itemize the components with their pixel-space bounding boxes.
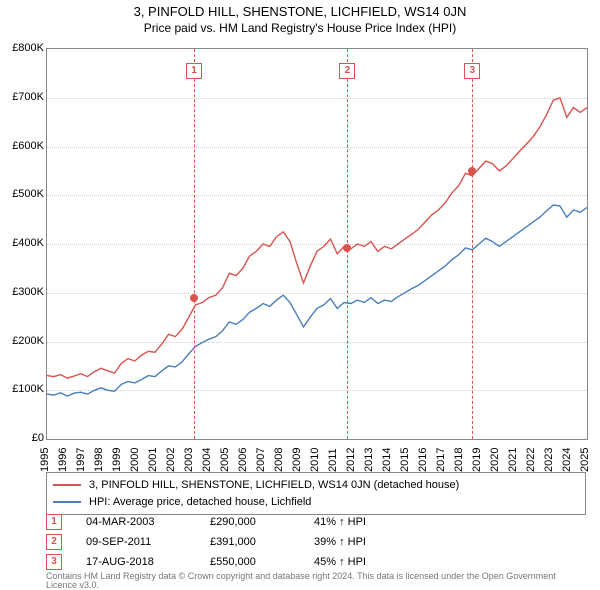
xtick-label: 2013 bbox=[363, 448, 375, 472]
legend-swatch bbox=[53, 501, 81, 503]
ytick-label: £800K bbox=[2, 42, 44, 54]
xtick-label: 2003 bbox=[183, 448, 195, 472]
marker-dot bbox=[468, 167, 476, 175]
xtick-label: 2002 bbox=[165, 448, 177, 472]
legend-label: HPI: Average price, detached house, Lich… bbox=[89, 494, 311, 511]
legend-row: HPI: Average price, detached house, Lich… bbox=[53, 494, 579, 511]
root: 3, PINFOLD HILL, SHENSTONE, LICHFIELD, W… bbox=[0, 0, 600, 590]
transaction-diff: 39% ↑ HPI bbox=[314, 536, 394, 548]
series-hpi_lichfield_detached bbox=[47, 205, 587, 396]
transaction-price: £391,000 bbox=[210, 536, 290, 548]
marker-vline bbox=[472, 49, 473, 439]
transaction-price: £290,000 bbox=[210, 516, 290, 528]
transaction-date: 04-MAR-2003 bbox=[86, 516, 186, 528]
xtick-label: 2014 bbox=[381, 448, 393, 472]
xtick-label: 2017 bbox=[435, 448, 447, 472]
ytick-label: £700K bbox=[2, 91, 44, 103]
ytick-label: £200K bbox=[2, 335, 44, 347]
legend-swatch bbox=[53, 484, 81, 486]
xtick-label: 2020 bbox=[489, 448, 501, 472]
xtick-label: 2025 bbox=[579, 448, 591, 472]
xtick-label: 2016 bbox=[417, 448, 429, 472]
ytick-label: £100K bbox=[2, 383, 44, 395]
xtick-label: 2018 bbox=[453, 448, 465, 472]
xtick-label: 2023 bbox=[543, 448, 555, 472]
ytick-label: £0 bbox=[2, 432, 44, 444]
marker-box: 3 bbox=[464, 63, 480, 79]
title-line1: 3, PINFOLD HILL, SHENSTONE, LICHFIELD, W… bbox=[0, 4, 600, 19]
footer-attribution: Contains HM Land Registry data © Crown c… bbox=[46, 572, 586, 590]
xtick-label: 1996 bbox=[57, 448, 69, 472]
titles: 3, PINFOLD HILL, SHENSTONE, LICHFIELD, W… bbox=[0, 0, 600, 35]
transaction-date: 17-AUG-2018 bbox=[86, 556, 186, 568]
marker-dot bbox=[190, 294, 198, 302]
transaction-price: £550,000 bbox=[210, 556, 290, 568]
ytick-label: £300K bbox=[2, 286, 44, 298]
xtick-label: 2008 bbox=[273, 448, 285, 472]
xtick-label: 2019 bbox=[471, 448, 483, 472]
transaction-date: 09-SEP-2011 bbox=[86, 536, 186, 548]
xtick-label: 1999 bbox=[111, 448, 123, 472]
marker-vline bbox=[194, 49, 195, 439]
ytick-label: £600K bbox=[2, 140, 44, 152]
ytick-label: £500K bbox=[2, 188, 44, 200]
xtick-label: 2022 bbox=[525, 448, 537, 472]
marker-dot bbox=[343, 244, 351, 252]
xtick-label: 2009 bbox=[291, 448, 303, 472]
xtick-label: 2015 bbox=[399, 448, 411, 472]
xtick-label: 2006 bbox=[237, 448, 249, 472]
transaction-diff: 45% ↑ HPI bbox=[314, 556, 394, 568]
xtick-label: 2005 bbox=[219, 448, 231, 472]
transaction-row: 3 17-AUG-2018 £550,000 45% ↑ HPI bbox=[46, 552, 586, 572]
xtick-label: 1998 bbox=[93, 448, 105, 472]
xtick-label: 2001 bbox=[147, 448, 159, 472]
transaction-marker-box: 2 bbox=[46, 534, 62, 550]
transaction-diff: 41% ↑ HPI bbox=[314, 516, 394, 528]
xtick-label: 2024 bbox=[561, 448, 573, 472]
transaction-marker-box: 3 bbox=[46, 554, 62, 570]
xtick-label: 2010 bbox=[309, 448, 321, 472]
xtick-label: 2021 bbox=[507, 448, 519, 472]
xtick-label: 1995 bbox=[39, 448, 51, 472]
transaction-row: 1 04-MAR-2003 £290,000 41% ↑ HPI bbox=[46, 512, 586, 532]
xtick-label: 2012 bbox=[345, 448, 357, 472]
xtick-label: 2011 bbox=[327, 448, 339, 472]
series-svg bbox=[47, 49, 587, 439]
series-subject_property bbox=[47, 98, 587, 378]
marker-box: 1 bbox=[186, 63, 202, 79]
transaction-marker-box: 1 bbox=[46, 514, 62, 530]
ytick-label: £400K bbox=[2, 237, 44, 249]
legend: 3, PINFOLD HILL, SHENSTONE, LICHFIELD, W… bbox=[46, 472, 586, 515]
legend-label: 3, PINFOLD HILL, SHENSTONE, LICHFIELD, W… bbox=[89, 477, 459, 494]
xtick-label: 2007 bbox=[255, 448, 267, 472]
marker-box: 2 bbox=[339, 63, 355, 79]
xtick-label: 2004 bbox=[201, 448, 213, 472]
xtick-label: 2000 bbox=[129, 448, 141, 472]
chart-plot-area: 1 2 3 bbox=[46, 48, 588, 440]
transaction-row: 2 09-SEP-2011 £391,000 39% ↑ HPI bbox=[46, 532, 586, 552]
transaction-table: 1 04-MAR-2003 £290,000 41% ↑ HPI 2 09-SEP-201… bbox=[46, 512, 586, 572]
legend-row: 3, PINFOLD HILL, SHENSTONE, LICHFIELD, W… bbox=[53, 477, 579, 494]
title-line2: Price paid vs. HM Land Registry's House … bbox=[0, 21, 600, 35]
xtick-label: 1997 bbox=[75, 448, 87, 472]
